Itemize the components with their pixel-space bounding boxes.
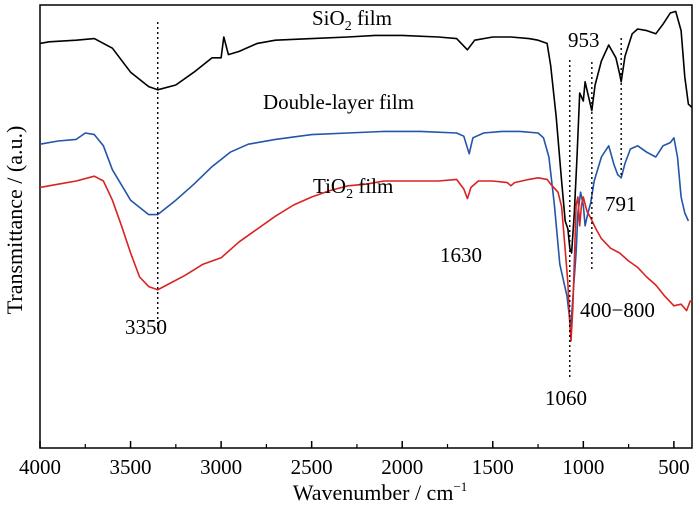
annotation-1060: 1060	[545, 386, 587, 410]
annotation-1630: 1630	[440, 243, 482, 267]
x-tick-label: 1500	[472, 455, 514, 479]
annotation-791: 791	[605, 192, 637, 216]
x-axis-label: Wavenumber / cm−1	[293, 479, 468, 505]
x-tick-label: 2000	[381, 455, 423, 479]
x-tick-label: 2500	[291, 455, 333, 479]
x-tick-label: 3000	[200, 455, 242, 479]
annotation-3350: 3350	[125, 315, 167, 339]
series-line-tio2	[39, 175, 692, 342]
annotation-400-800: 400−800	[580, 298, 655, 322]
series-label-tio2: TiO2 film	[313, 174, 393, 202]
y-axis-label: Transmittance / (a.u.)	[2, 126, 27, 315]
series-label-double-layer: Double-layer film	[263, 90, 414, 114]
x-tick-label: 1000	[562, 455, 604, 479]
series-label-sio2: SiO2 film	[312, 6, 392, 34]
plot-frame	[39, 4, 693, 449]
annotation-953: 953	[568, 28, 600, 52]
x-tick-label: 3500	[110, 455, 152, 479]
x-tick-label: 4000	[19, 455, 61, 479]
x-tick-label: 500	[658, 455, 690, 479]
series-line-sio2	[39, 10, 693, 254]
series-line-double-layer	[39, 130, 690, 326]
